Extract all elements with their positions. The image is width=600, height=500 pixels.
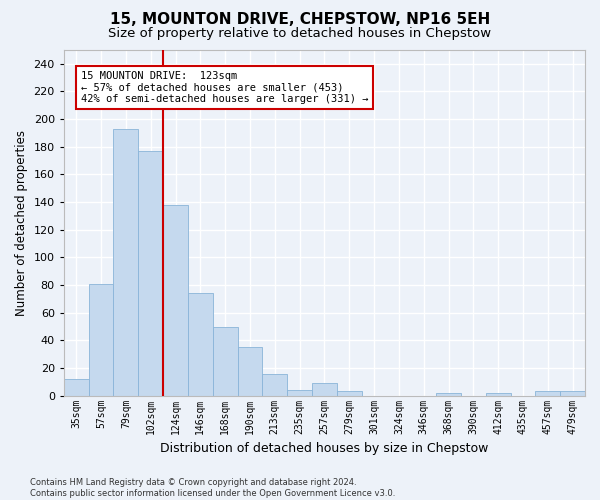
Text: 15 MOUNTON DRIVE:  123sqm
← 57% of detached houses are smaller (453)
42% of semi: 15 MOUNTON DRIVE: 123sqm ← 57% of detach… [81, 70, 368, 104]
Text: 15, MOUNTON DRIVE, CHEPSTOW, NP16 5EH: 15, MOUNTON DRIVE, CHEPSTOW, NP16 5EH [110, 12, 490, 28]
Bar [163, 205, 188, 396]
Bar [89, 284, 113, 396]
Text: Contains HM Land Registry data © Crown copyright and database right 2024.
Contai: Contains HM Land Registry data © Crown c… [30, 478, 395, 498]
Bar [560, 392, 585, 396]
Bar [535, 392, 560, 396]
Y-axis label: Number of detached properties: Number of detached properties [15, 130, 28, 316]
Bar [188, 294, 213, 396]
Bar [113, 129, 138, 396]
Bar [287, 390, 312, 396]
Bar [64, 379, 89, 396]
Bar [337, 392, 362, 396]
Bar [262, 374, 287, 396]
Bar [213, 326, 238, 396]
X-axis label: Distribution of detached houses by size in Chepstow: Distribution of detached houses by size … [160, 442, 488, 455]
Bar [312, 383, 337, 396]
Bar [138, 151, 163, 396]
Bar [436, 393, 461, 396]
Text: Size of property relative to detached houses in Chepstow: Size of property relative to detached ho… [109, 28, 491, 40]
Bar [238, 347, 262, 396]
Bar [486, 393, 511, 396]
